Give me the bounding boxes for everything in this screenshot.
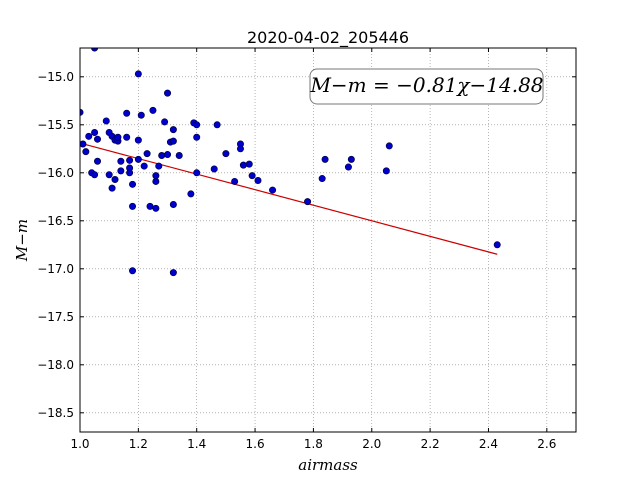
data-point — [129, 202, 137, 210]
data-point — [269, 186, 277, 194]
y-tick-label: −16.5 — [37, 214, 74, 228]
data-point — [161, 118, 169, 126]
data-point — [123, 109, 131, 117]
data-point — [80, 140, 87, 148]
data-point — [231, 177, 239, 185]
data-point — [222, 150, 230, 158]
data-point — [85, 132, 93, 140]
axis-ticks: 1.0 1.2 1.4 1.6 1.8 2.0 2.2 2.4 2.6 −15.0 −15.5 −16… — [37, 48, 576, 451]
data-point — [111, 176, 119, 184]
data-point — [385, 142, 393, 150]
data-point — [143, 150, 151, 158]
fit-annotation-box: M−m = −0.81χ−14.88 — [309, 68, 544, 105]
fit-line-layer — [79, 142, 498, 255]
data-point — [117, 167, 125, 175]
data-point — [94, 157, 102, 165]
x-tick-label: 2.6 — [537, 437, 556, 451]
data-point — [321, 155, 329, 163]
data-point — [134, 155, 142, 163]
data-point — [91, 128, 99, 136]
annotation-frame — [309, 68, 544, 105]
data-point — [318, 175, 326, 183]
data-point — [239, 161, 247, 169]
data-point — [164, 151, 172, 159]
data-point — [169, 200, 177, 208]
y-tick-label: −15.5 — [37, 118, 74, 132]
data-point — [169, 137, 177, 145]
data-point — [82, 148, 90, 156]
data-point — [117, 157, 125, 165]
data-point — [245, 160, 253, 168]
data-point — [347, 155, 355, 163]
data-point — [123, 133, 131, 141]
fit-line — [79, 142, 498, 255]
data-point — [126, 156, 134, 164]
x-axis-label: airmass — [298, 456, 358, 474]
x-tick-label: 2.4 — [479, 437, 498, 451]
x-tick-label: 1.4 — [187, 437, 206, 451]
data-point — [193, 133, 201, 141]
data-point — [210, 165, 218, 173]
grid-lines — [79, 48, 576, 432]
data-point — [126, 169, 134, 177]
data-point — [344, 163, 352, 171]
data-point — [382, 167, 390, 175]
data-point — [175, 152, 183, 160]
data-point — [193, 121, 201, 129]
y-axis-label: M−m — [13, 219, 31, 262]
fit-equation: M−m = −0.81χ−14.88 — [309, 73, 543, 97]
data-point — [169, 126, 177, 134]
x-tick-label: 2.0 — [362, 437, 381, 451]
data-point — [152, 177, 160, 185]
data-point — [91, 48, 99, 52]
data-point — [134, 70, 142, 78]
data-point — [102, 117, 110, 125]
data-point — [169, 269, 177, 277]
y-tick-label: −16.0 — [37, 166, 74, 180]
x-tick-label: 1.2 — [129, 437, 148, 451]
data-point — [140, 162, 148, 170]
data-point — [146, 202, 154, 210]
data-point — [187, 190, 195, 198]
data-point — [94, 135, 102, 143]
data-point — [493, 241, 501, 249]
data-point — [129, 180, 137, 188]
data-point — [91, 171, 99, 179]
data-point — [304, 198, 312, 206]
y-tick-label: −18.5 — [37, 406, 74, 420]
data-point — [213, 121, 221, 129]
data-point — [164, 89, 172, 97]
y-tick-label: −18.0 — [37, 358, 74, 372]
y-tick-label: −15.0 — [37, 70, 74, 84]
data-point — [105, 171, 113, 179]
x-tick-label: 1.6 — [246, 437, 265, 451]
data-point — [129, 267, 137, 275]
data-point — [155, 162, 163, 170]
y-tick-label: −17.5 — [37, 310, 74, 324]
data-point — [236, 145, 244, 153]
data-point — [254, 176, 262, 184]
data-point — [134, 136, 142, 144]
chart-title: 2020-04-02_205446 — [247, 28, 409, 48]
x-tick-label: 1.8 — [304, 437, 323, 451]
data-point — [152, 172, 160, 180]
data-point — [149, 106, 157, 114]
data-point — [248, 172, 256, 180]
data-point — [108, 184, 116, 192]
x-tick-label: 2.2 — [421, 437, 440, 451]
data-point — [137, 111, 145, 119]
data-point — [158, 152, 166, 160]
data-points — [80, 48, 501, 277]
y-tick-label: −17.0 — [37, 262, 74, 276]
data-point — [193, 169, 201, 177]
data-point — [152, 204, 160, 212]
x-tick-label: 1.0 — [70, 437, 89, 451]
data-point — [114, 133, 122, 141]
plot-frame — [79, 47, 577, 433]
